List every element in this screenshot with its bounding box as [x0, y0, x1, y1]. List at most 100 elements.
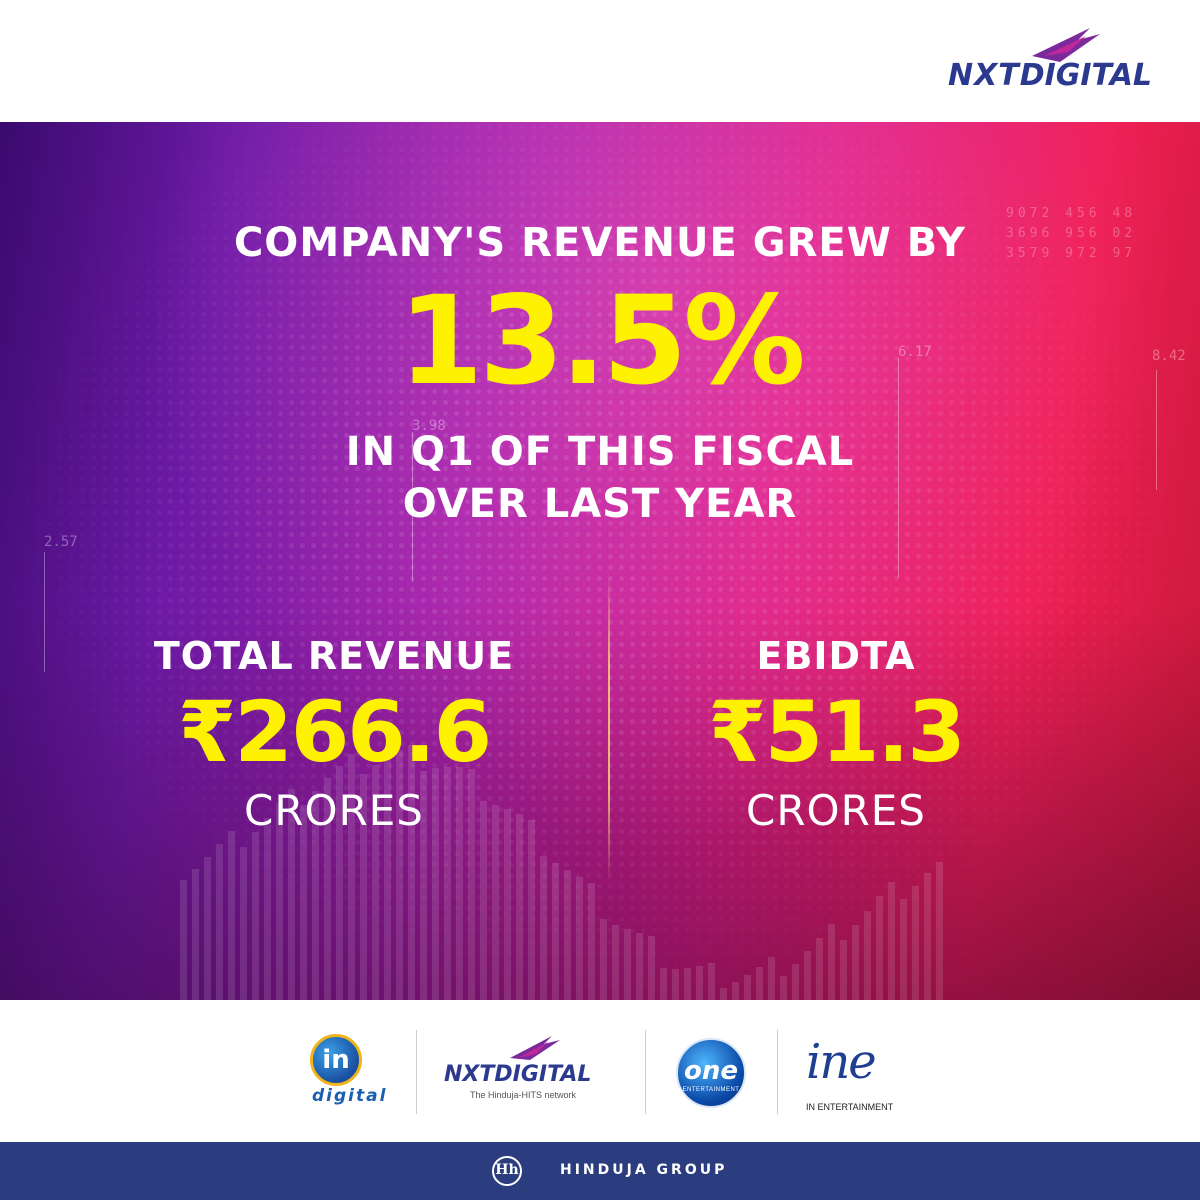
hero-banner: 2.57 3.98 6.17 8.42 9072 456 48 3696 956 … — [0, 122, 1200, 1000]
background-bar — [468, 769, 475, 1000]
footer-group-name: HINDUJA GROUP — [560, 1162, 728, 1178]
background-glow — [0, 122, 1200, 1000]
background-bar — [528, 820, 535, 1000]
background-bar — [324, 778, 331, 1000]
background-bar — [276, 803, 283, 1000]
stat-value: ₹51.3 — [708, 683, 966, 781]
background-bar — [648, 936, 655, 1000]
background-bar — [300, 805, 307, 1000]
hinduja-emblem-icon: Hh — [492, 1156, 522, 1186]
deco-line — [1156, 370, 1157, 490]
logo-separator — [416, 1030, 417, 1114]
background-bar — [480, 801, 487, 1000]
background-bar — [900, 899, 907, 1000]
one-entertainment-logo: one ENTERTAINMENT — [672, 1028, 752, 1114]
background-bar — [912, 886, 919, 1000]
background-bar — [732, 982, 739, 1000]
logo-separator — [645, 1030, 646, 1114]
background-bar — [432, 768, 439, 1000]
background-bar — [768, 957, 775, 1000]
background-bar — [588, 883, 595, 1000]
background-bar — [864, 911, 871, 1000]
background-bar — [804, 951, 811, 1000]
background-bar — [672, 969, 679, 1000]
stats-divider — [608, 572, 610, 882]
background-bar — [708, 963, 715, 1000]
deco-line — [412, 432, 413, 582]
deco-number-grid: 9072 456 48 3696 956 02 3579 972 97 — [1006, 206, 1137, 261]
background-bar — [852, 925, 859, 1000]
background-bar-chart — [180, 745, 943, 1000]
background-bar — [384, 757, 391, 1000]
deco-line — [44, 552, 45, 672]
stat-unit: CRORES — [746, 786, 926, 835]
background-bar — [744, 975, 751, 1000]
deco-number: 8.42 — [1152, 348, 1186, 364]
stat-ebidta: EBIDTA ₹51.3 CRORES — [606, 634, 1066, 835]
background-bar — [192, 869, 199, 1000]
nxtdigital-logo: NXTDIGITAL — [940, 22, 1180, 102]
one-disk-icon: one ENTERTAINMENT — [676, 1038, 746, 1108]
headline-bottom: IN Q1 OF THIS FISCAL OVER LAST YEAR — [0, 426, 1200, 530]
background-bar — [492, 805, 499, 1000]
background-bar — [552, 863, 559, 1000]
background-bar — [780, 976, 787, 1000]
background-bar — [600, 919, 607, 1000]
background-bar — [180, 880, 187, 1000]
bird-icon — [1032, 28, 1100, 62]
stat-value: ₹266.6 — [177, 683, 492, 781]
indigital-orb-icon: in — [310, 1034, 362, 1086]
background-bar — [396, 750, 403, 1000]
background-bar — [228, 831, 235, 1000]
stat-unit: CRORES — [244, 786, 424, 835]
background-bar — [216, 844, 223, 1000]
background-bar — [420, 771, 427, 1000]
background-bar — [576, 877, 583, 1000]
deco-line — [898, 358, 899, 578]
headline-bottom-line2: OVER LAST YEAR — [402, 481, 798, 527]
background-bar — [204, 857, 211, 1000]
background-bar — [924, 873, 931, 1000]
background-bar — [288, 789, 295, 1000]
nxtdigital-hits-logo: NXTDIGITAL The Hinduja-HITS network — [440, 1028, 625, 1114]
background-bar — [840, 940, 847, 1000]
background-bar — [516, 814, 523, 1000]
background-bar — [660, 968, 667, 1000]
world-dot-map — [0, 122, 1200, 1000]
growth-percentage: 13.5% — [398, 270, 805, 412]
logo-separator — [777, 1030, 778, 1114]
background-bar — [816, 938, 823, 1000]
background-bar — [444, 767, 451, 1000]
background-bar — [936, 862, 943, 1000]
footer-bar: Hh HINDUJA GROUP — [0, 1142, 1200, 1200]
deco-number: 6.17 — [898, 344, 932, 360]
stat-total-revenue: TOTAL REVENUE ₹266.6 CRORES — [104, 634, 564, 835]
background-bar — [408, 745, 415, 1000]
deco-number: 2.57 — [44, 534, 78, 550]
background-bar — [240, 847, 247, 1000]
background-bar — [360, 774, 367, 1000]
background-bar — [888, 882, 895, 1000]
bird-icon — [510, 1036, 560, 1060]
partner-logos-strip: in digital NXTDIGITAL The Hinduja-HITS n… — [0, 1000, 1200, 1142]
background-bar — [696, 966, 703, 1000]
background-bar — [876, 896, 883, 1000]
background-bar — [828, 924, 835, 1000]
background-bar — [612, 925, 619, 1000]
background-bar — [792, 964, 799, 1000]
background-bar — [756, 967, 763, 1000]
background-bar — [684, 968, 691, 1000]
logo-wordmark: NXTDIGITAL — [948, 58, 1153, 93]
background-bar — [504, 809, 511, 1000]
headline-bottom-line1: IN Q1 OF THIS FISCAL — [345, 429, 855, 475]
stat-label: EBIDTA — [756, 634, 916, 678]
background-bar — [372, 765, 379, 1000]
indigital-logo: in digital — [302, 1028, 394, 1114]
background-bar — [252, 832, 259, 1000]
in-entertainment-logo: ine IN ENTERTAINMENT — [806, 1034, 894, 1112]
background-bar — [720, 988, 727, 1000]
background-bar — [264, 818, 271, 1000]
background-bar — [348, 754, 355, 1000]
background-bar — [456, 767, 463, 1000]
background-bar — [336, 766, 343, 1000]
